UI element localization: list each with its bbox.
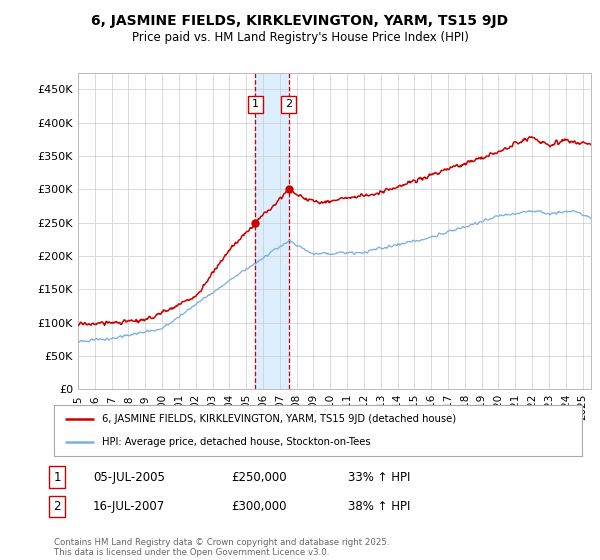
Text: 33% ↑ HPI: 33% ↑ HPI [348,470,410,484]
Bar [255,73,289,389]
Text: 2: 2 [53,500,61,514]
Text: 38% ↑ HPI: 38% ↑ HPI [348,500,410,514]
Text: 6, JASMINE FIELDS, KIRKLEVINGTON, YARM, TS15 9JD: 6, JASMINE FIELDS, KIRKLEVINGTON, YARM, … [91,14,509,28]
Text: 1: 1 [252,100,259,109]
Text: 05-JUL-2005: 05-JUL-2005 [93,470,165,484]
Text: 1: 1 [53,470,61,484]
Text: HPI: Average price, detached house, Stockton-on-Tees: HPI: Average price, detached house, Stoc… [101,437,370,447]
Text: £250,000: £250,000 [231,470,287,484]
Text: 6, JASMINE FIELDS, KIRKLEVINGTON, YARM, TS15 9JD (detached house): 6, JASMINE FIELDS, KIRKLEVINGTON, YARM, … [101,414,455,424]
Text: Price paid vs. HM Land Registry's House Price Index (HPI): Price paid vs. HM Land Registry's House … [131,31,469,44]
Text: Contains HM Land Registry data © Crown copyright and database right 2025.
This d: Contains HM Land Registry data © Crown c… [54,538,389,557]
Text: £300,000: £300,000 [231,500,287,514]
Text: 16-JUL-2007: 16-JUL-2007 [93,500,165,514]
Text: 2: 2 [286,100,292,109]
